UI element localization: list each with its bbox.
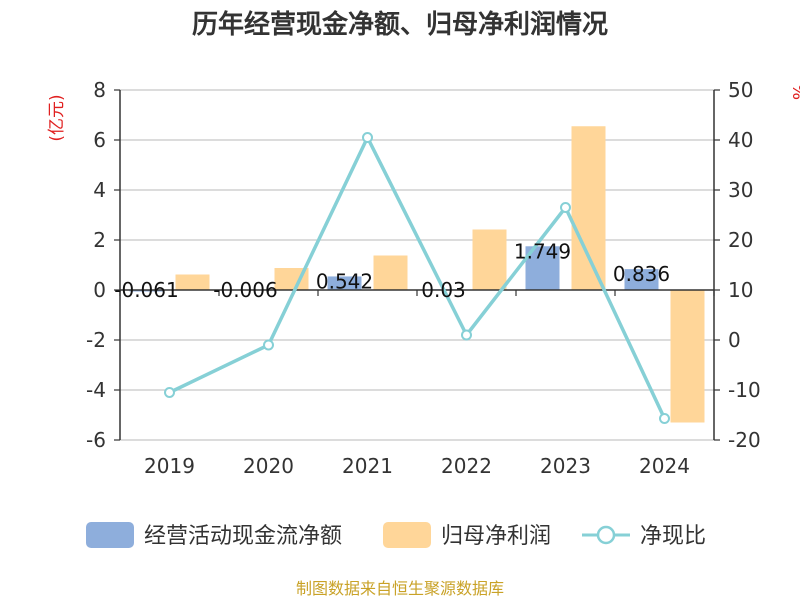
- legend-label-net-cash-ratio: 净现比: [640, 524, 706, 549]
- x-category-label: 2021: [342, 454, 393, 478]
- cash-flow-data-label: 0.03: [421, 278, 466, 302]
- legend-marker-net-cash-ratio: [596, 525, 616, 545]
- net-profit-bar: [175, 274, 210, 290]
- right-tick-label: 10: [728, 278, 753, 302]
- legend-item-net-profit[interactable]: 归母净利润: [383, 522, 551, 549]
- source-note: 制图数据来自恒生聚源数据库: [296, 579, 504, 598]
- left-tick-label: 4: [93, 178, 106, 202]
- right-axis-unit: %: [788, 84, 800, 100]
- net-cash-ratio-line: [164, 132, 670, 424]
- cash-flow-bar: [624, 269, 659, 290]
- data-labels: -0.061 -0.006 0.542 0.03 1.749 0.836: [114, 239, 670, 302]
- cash-flow-data-label: -0.006: [213, 278, 277, 302]
- net-cash-ratio-point: [560, 202, 571, 213]
- chart-title: 历年经营现金净额、归母净利润情况: [192, 9, 608, 40]
- x-category-label: 2019: [144, 454, 195, 478]
- left-tick-label: 0: [93, 278, 106, 302]
- left-tick-label: -2: [86, 328, 106, 352]
- legend-swatch-net-profit: [383, 522, 431, 548]
- x-category-label: 2022: [441, 454, 492, 478]
- cash-flow-data-label: -0.061: [114, 278, 178, 302]
- right-tick-label: 50: [728, 78, 753, 102]
- left-tick-label: 6: [93, 128, 106, 152]
- left-axis-unit: (亿元): [47, 94, 67, 141]
- legend-label-net-profit: 归母净利润: [441, 524, 551, 549]
- net-profit-bar: [571, 126, 606, 290]
- cash-flow-bar: [327, 276, 362, 290]
- net-cash-ratio-point: [461, 329, 472, 341]
- cash-flow-data-label: 0.542: [316, 269, 373, 293]
- right-tick-label: -10: [728, 378, 761, 402]
- left-tick-label: -4: [86, 378, 106, 402]
- net-profit-bar: [274, 268, 309, 290]
- right-tick-label: 20: [728, 228, 753, 252]
- right-tick-label: -20: [728, 428, 761, 452]
- right-tick-label: 40: [728, 128, 753, 152]
- legend-label-cash-flow: 经营活动现金流净额: [144, 524, 342, 549]
- net-profit-bar: [472, 229, 507, 290]
- cash-flow-data-label: 0.836: [613, 262, 670, 286]
- legend-swatch-cash-flow: [86, 522, 134, 548]
- x-category-label: 2024: [639, 454, 690, 478]
- grid-lines: [120, 89, 714, 441]
- net-profit-bar: [373, 255, 408, 290]
- right-tick-label: 0: [728, 328, 741, 352]
- right-tick-label: 30: [728, 178, 753, 202]
- bars: [129, 126, 705, 423]
- left-tick-label: 8: [93, 78, 106, 102]
- x-category-label: 2020: [243, 454, 294, 478]
- x-category-label: 2023: [540, 454, 591, 478]
- left-tick-label: 2: [93, 228, 106, 252]
- legend[interactable]: 经营活动现金流净额 归母净利润 净现比: [86, 522, 706, 549]
- net-cash-ratio-point: [263, 339, 274, 351]
- legend-item-cash-flow[interactable]: 经营活动现金流净额: [86, 522, 342, 549]
- cash-flow-data-label: 1.749: [514, 239, 571, 263]
- legend-item-net-cash-ratio[interactable]: 净现比: [582, 524, 706, 549]
- net-profit-bar: [670, 290, 705, 423]
- cash-flow-bar: [129, 290, 164, 292]
- net-cash-ratio-point: [362, 132, 373, 143]
- net-cash-ratio-point: [659, 413, 670, 424]
- net-cash-ratio-point: [164, 387, 175, 398]
- left-tick-label: -6: [86, 428, 106, 452]
- net-cash-ratio-path: [168, 135, 667, 420]
